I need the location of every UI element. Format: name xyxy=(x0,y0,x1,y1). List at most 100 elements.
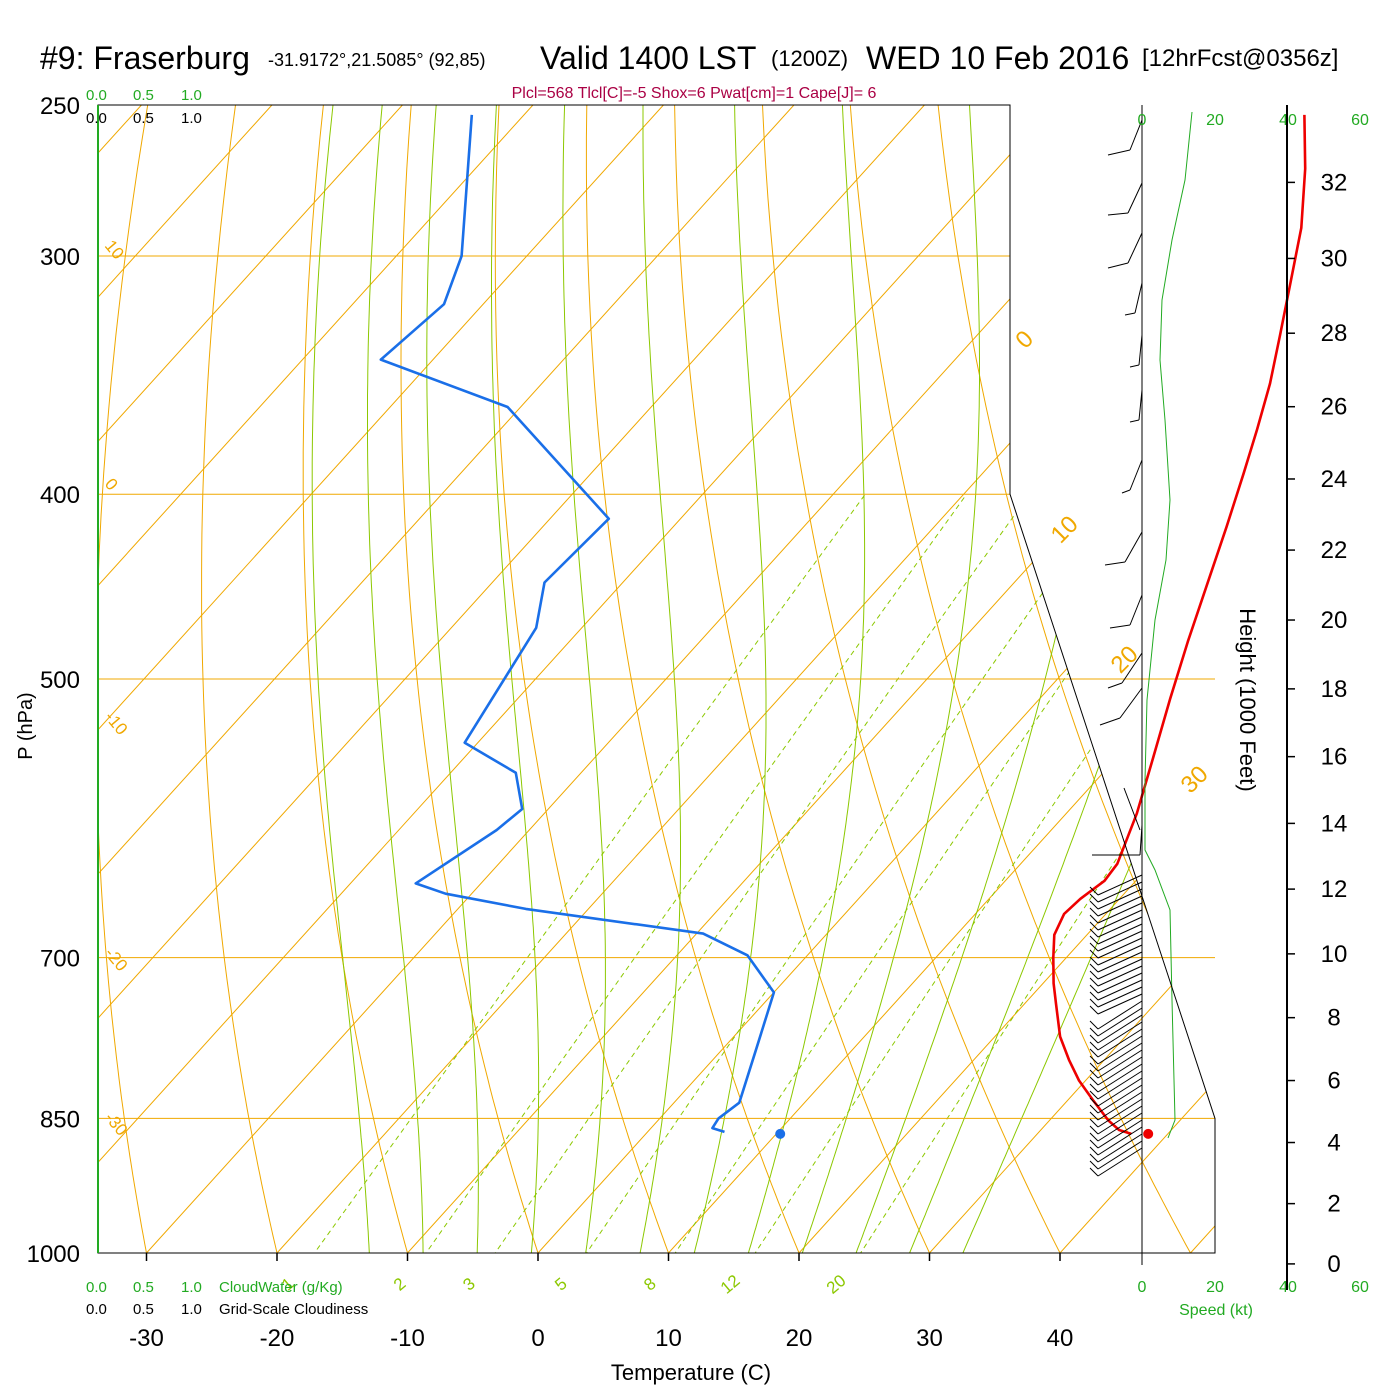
wind-barb-staff xyxy=(1097,965,1143,987)
wind-barb-staff xyxy=(1127,182,1143,214)
dry-adiabat-line xyxy=(1194,105,1215,1253)
wind-barb-staff xyxy=(1129,594,1143,626)
wind-barb-staff xyxy=(1097,1140,1143,1170)
wind-barb-staff xyxy=(1097,1126,1143,1156)
wind-barb-staff xyxy=(1097,1049,1143,1079)
wind-barb-staff xyxy=(1097,1098,1143,1128)
wind-barb-flag xyxy=(1107,682,1123,689)
cloud-water-tick: 0.5 xyxy=(133,87,154,104)
wind-barb-staff xyxy=(1097,1147,1143,1177)
wind-barb-staff xyxy=(1097,916,1143,938)
wind-barb-staff xyxy=(1097,1091,1143,1121)
wind-barb-flag xyxy=(1089,1118,1099,1128)
height-tick-label: 32 xyxy=(1321,169,1348,196)
surface-temperature-marker xyxy=(1143,1128,1154,1139)
wind-barb-flag xyxy=(1089,970,1099,980)
wind-barb-flag xyxy=(1089,1027,1099,1037)
wind-barb-flag xyxy=(1089,1139,1099,1149)
x-axis-title: Temperature (C) xyxy=(611,1360,771,1385)
cloudiness-tick: 0.0 xyxy=(86,110,107,127)
wind-barb-staff xyxy=(1097,888,1143,910)
forecast-info: [12hrFcst@0356z] xyxy=(1142,45,1338,72)
cloud-water-label: CloudWater (g/Kg) xyxy=(219,1279,343,1296)
wind-barb-staff xyxy=(1121,652,1143,684)
dry-adiabat-line xyxy=(400,105,552,1253)
wind-barb-flag xyxy=(1089,1167,1099,1177)
wind-barb-staff xyxy=(1134,282,1143,314)
wind-barb-flag xyxy=(1089,1041,1099,1051)
cloudiness-axis-top: 0.0 0.5 1.0 xyxy=(86,110,202,127)
utc-time: (1200Z) xyxy=(771,46,848,71)
wind-barb-staff xyxy=(1097,902,1143,924)
temperature-tick-label: 40 xyxy=(1047,1325,1074,1352)
wind-barb-flag xyxy=(1109,624,1131,629)
wind-barb-flag xyxy=(1107,212,1129,216)
wind-barb-staff xyxy=(1097,944,1143,966)
wind-barb-flag xyxy=(1089,1104,1099,1114)
isotherm-line xyxy=(98,105,403,1253)
valid-time: Valid 1400 LST xyxy=(540,40,756,76)
wind-barb-staff xyxy=(1097,1084,1143,1114)
temperature-tick-label: -30 xyxy=(129,1325,164,1352)
surface-dewpoint-marker xyxy=(775,1128,786,1139)
pressure-tick-label: 1000 xyxy=(27,1241,80,1268)
moist-adiabat-line xyxy=(683,105,767,1253)
mixing-ratio-line xyxy=(466,493,1030,1253)
wind-barb-flag xyxy=(1089,1160,1099,1170)
moist-adiabat-line xyxy=(788,105,980,1253)
forecast-date: WED 10 Feb 2016 xyxy=(866,40,1129,76)
wind-barb-flag xyxy=(1089,921,1099,931)
wind-barb-flag xyxy=(1107,149,1131,156)
mixing-ratio-line xyxy=(285,493,866,1253)
y-axis-title: P (hPa) xyxy=(15,692,37,759)
clipped-background xyxy=(98,71,1400,1293)
wind-barb-staff xyxy=(1097,937,1143,959)
isotherm-label: 30 xyxy=(1176,761,1214,799)
wind-barb-flag xyxy=(1089,1034,1099,1044)
height-tick-label: 28 xyxy=(1321,320,1348,347)
isotherm-line xyxy=(1190,105,1215,1253)
wind-barb-flag xyxy=(1121,489,1131,494)
wind-barb-flag xyxy=(1089,928,1099,938)
wind-barb-flag xyxy=(1089,977,1099,987)
wind-barb-flag xyxy=(1089,984,1099,994)
mixing-ratio-label: 12 xyxy=(717,1271,744,1298)
sounding-profiles xyxy=(379,114,1307,1139)
wind-barb-staff xyxy=(1097,930,1143,952)
wind-barb-flag xyxy=(1099,717,1121,726)
dewpoint-profile xyxy=(379,114,776,1134)
dry-adiabat-line xyxy=(847,105,1214,1253)
moist-adiabat-line xyxy=(311,105,372,1253)
wind-barb-flag xyxy=(1089,1090,1099,1100)
wind-barb-staff xyxy=(1097,1063,1143,1093)
mixing-ratio-label: 8 xyxy=(640,1274,659,1295)
wind-barb-flag xyxy=(1089,935,1099,945)
height-tick-label: 26 xyxy=(1321,394,1348,421)
wind-barb-staff xyxy=(1097,1000,1143,1030)
wind-barb-flag xyxy=(1089,1076,1099,1086)
cloudiness-axis-bottom: 0.0 0.5 1.0 Grid-Scale Cloudiness xyxy=(86,1301,368,1318)
wind-barb-flag xyxy=(1089,1020,1099,1030)
wind-barb-staff xyxy=(1097,1070,1143,1100)
dry-adiabat-line xyxy=(302,105,420,1253)
cloud-water-axis-top: 0.0 0.5 1.0 xyxy=(86,87,202,104)
wind-barb-staff xyxy=(1097,1014,1143,1044)
wind-barb-flag xyxy=(1107,262,1129,269)
dry-adiabat-line xyxy=(585,105,817,1253)
diagram-frame xyxy=(97,104,1216,1254)
isotherm-label: 10 xyxy=(101,236,128,263)
height-tick-label: 18 xyxy=(1321,676,1348,703)
dry-adiabat-line xyxy=(98,105,155,1253)
station-title: #9: Fraserburg xyxy=(40,40,250,76)
wind-barb-flag xyxy=(1129,419,1140,423)
wind-barb-staff xyxy=(1097,986,1143,1008)
wind-barb-flag xyxy=(1089,1055,1099,1065)
temperature-tick-label: -20 xyxy=(260,1325,295,1352)
height-tick-label: 0 xyxy=(1327,1251,1340,1278)
dry-adiabat-line xyxy=(760,105,1082,1253)
dry-adiabat-line xyxy=(1369,71,1400,1293)
cloud-water-tick: 0.5 xyxy=(133,1279,154,1296)
cloudiness-label: Grid-Scale Cloudiness xyxy=(219,1301,368,1318)
